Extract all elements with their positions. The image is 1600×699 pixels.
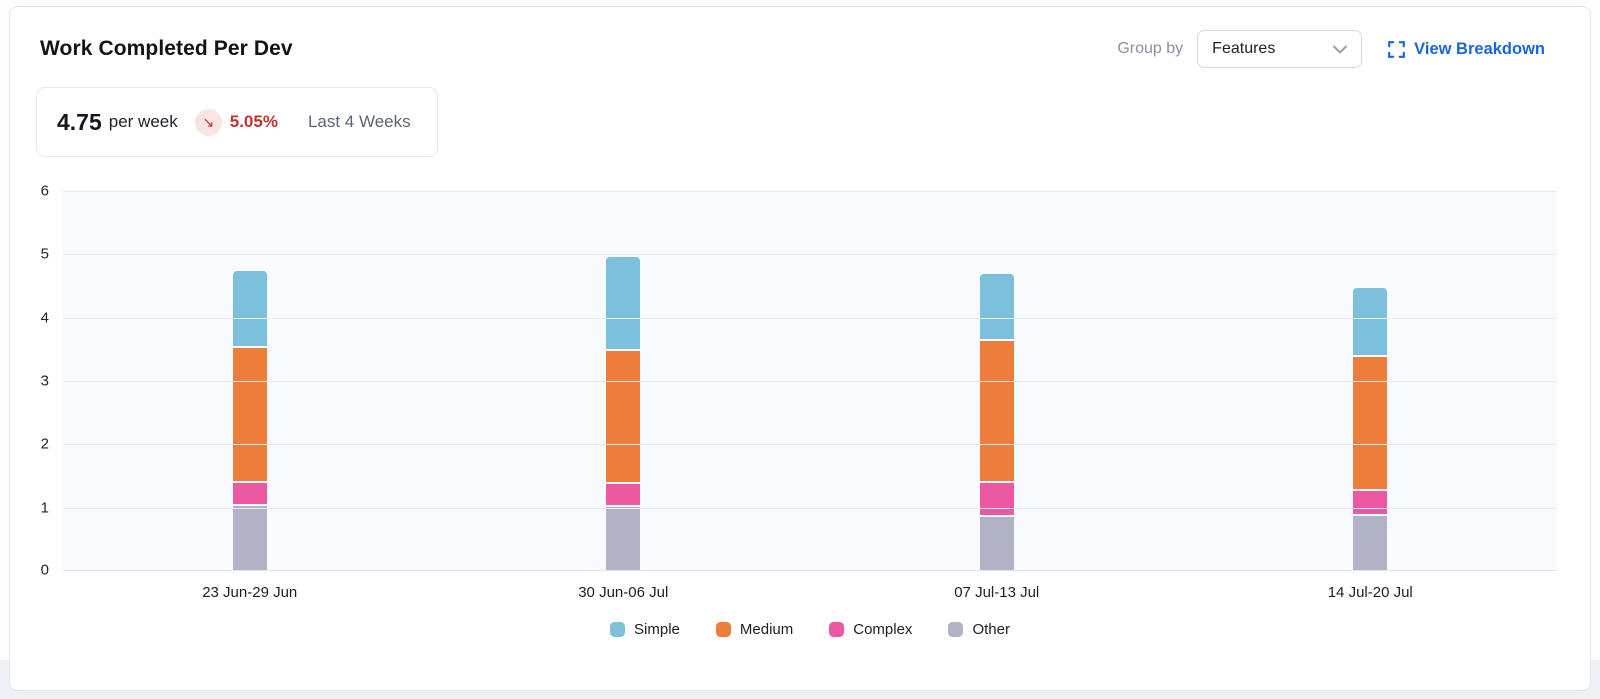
stacked-bar [979,274,1014,570]
legend-swatch-icon [948,622,964,637]
gridline [63,507,1557,509]
bar-segment-complex[interactable] [232,482,267,505]
work-completed-card: Work Completed Per Dev Group by Features [9,6,1591,691]
x-axis-labels: 23 Jun-29 Jun 30 Jun-06 Jul 07 Jul-13 Jul 1… [63,571,1557,613]
delta-badge: ↘ [194,108,222,136]
legend-item-medium[interactable]: Medium [715,621,794,638]
y-axis-tick-label: 6 [40,182,49,200]
expand-icon [1388,40,1406,58]
legend-swatch-icon [610,622,626,637]
view-breakdown-label: View Breakdown [1414,39,1545,58]
stacked-bar [1353,288,1388,570]
bar-segment-simple[interactable] [1353,288,1388,355]
bar-slot [810,191,1184,570]
bar-slot [63,191,437,570]
x-axis-label: 14 Jul-20 Jul [1327,584,1413,601]
x-axis-label: 23 Jun-29 Jun [202,584,298,601]
bar-segment-complex[interactable] [979,483,1014,515]
bar-segment-simple[interactable] [979,274,1014,339]
gridline [63,191,1557,192]
group-by-select[interactable]: Features [1197,30,1363,68]
group-by-selected-value: Features [1212,40,1276,57]
trend-down-icon: ↘ [202,114,215,130]
bar-segment-medium[interactable] [232,347,267,481]
bar-segment-medium[interactable] [1353,356,1388,489]
y-axis-tick-label: 4 [40,309,49,327]
card-header: Work Completed Per Dev Group by Features [10,7,1590,68]
bar-segment-other[interactable] [979,516,1014,570]
y-axis-tick-label: 5 [40,245,49,263]
y-axis-tick-label: 2 [40,435,49,453]
x-axis-label: 30 Jun-06 Jul [578,584,669,601]
gridline [63,381,1557,382]
bar-segment-other[interactable] [606,506,641,570]
y-axis-tick-label: 0 [40,561,49,579]
legend-item-simple[interactable]: Simple [610,621,680,638]
page-title: Work Completed Per Dev [40,37,293,60]
legend-label: Medium [739,621,794,638]
x-axis-label: 07 Jul-13 Jul [954,584,1040,601]
group-by-label: Group by [1117,40,1184,57]
y-axis-tick-label: 3 [40,372,49,390]
legend-item-complex[interactable]: Complex [829,621,912,638]
bars-layer [63,191,1557,570]
stacked-bar [232,271,267,570]
view-breakdown-link[interactable]: View Breakdown [1388,40,1545,59]
gridline [63,317,1557,319]
chevron-down-icon [1333,45,1348,53]
legend-label: Simple [634,621,680,638]
stacked-bar-chart: 0 1 2 3 4 5 6 23 Jun-29 Jun 30 Jun-06 Jul 07 Jul… [10,183,1590,638]
stat-period: Last 4 Weeks [307,112,411,131]
bar-segment-simple[interactable] [606,257,641,349]
bar-segment-complex[interactable] [606,483,641,505]
bar-segment-other[interactable] [1353,515,1388,570]
header-controls: Group by Features View Breakdown [1117,30,1545,68]
legend-item-other[interactable]: Other [948,621,1010,638]
bar-segment-medium[interactable] [606,350,641,482]
stat-unit: per week [108,112,178,131]
stat-value: 4.75 [57,108,102,135]
bar-segment-simple[interactable] [232,271,267,346]
legend-label: Complex [853,621,913,638]
legend-label: Other [972,621,1010,638]
gridline [63,254,1557,256]
bar-segment-other[interactable] [232,506,267,570]
plot-area: 0 1 2 3 4 5 6 [41,183,1557,579]
summary-stat-card: 4.75 per week ↘ 5.05% Last 4 Weeks [36,87,438,157]
bar-segment-medium[interactable] [979,340,1014,482]
legend-swatch-icon [715,622,731,637]
legend-swatch-icon [829,622,845,637]
bar-segment-complex[interactable] [1353,490,1388,514]
chart-legend: Simple Medium Complex Other [63,621,1557,638]
bar-slot [437,191,811,570]
y-axis-tick-label: 1 [40,499,49,517]
delta-value: 5.05% [229,112,278,131]
gridline [63,444,1557,446]
stacked-bar [606,257,641,570]
